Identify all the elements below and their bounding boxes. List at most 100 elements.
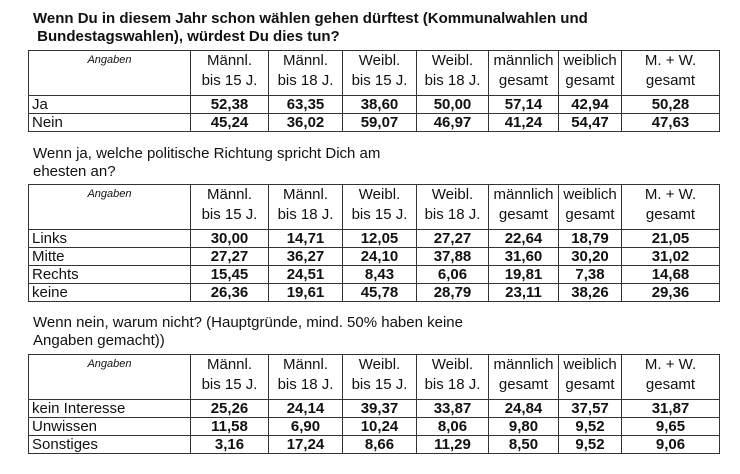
column-header: Weibl. bis 15 J.: [342, 50, 417, 96]
column-header: männlich gesamt: [488, 354, 559, 400]
column-header-line: gesamt: [565, 206, 615, 223]
cell-value: 6,06: [416, 265, 489, 284]
cell-value: 37,57: [558, 399, 622, 418]
column-header-line: Männl.: [282, 52, 329, 69]
column-header-line: Männl.: [206, 52, 253, 69]
column-header-line: M. + W.: [644, 356, 697, 373]
column-header: Männl. bis 18 J.: [268, 50, 343, 96]
column-header: Weibl. bis 18 J.: [416, 50, 489, 96]
column-header-line: gesamt: [645, 72, 696, 89]
column-header-line: M. + W.: [644, 186, 697, 203]
cell-value: 37,88: [416, 247, 489, 266]
column-header-line: Männl.: [206, 186, 253, 203]
column-header-line: Weibl.: [358, 186, 401, 203]
table-row: Mitte 27,27 36,27 24,10 37,88 31,60 30,20 31,02: [28, 247, 720, 266]
column-header: Angaben: [28, 50, 191, 96]
cell-value: 46,97: [416, 113, 489, 132]
cell-value: 45,24: [190, 113, 269, 132]
column-header-line: bis 18 J.: [424, 206, 481, 223]
title-line: Wenn Du in diesem Jahr schon wählen gehe…: [33, 10, 588, 27]
column-header-line: gesamt: [565, 72, 615, 89]
column-header-line: bis 18 J.: [424, 72, 481, 89]
column-header-line: gesamt: [645, 376, 696, 393]
column-header-line: M. + W.: [644, 52, 697, 69]
section-1-title: Wenn Du in diesem Jahr schon wählen gehe…: [33, 10, 588, 46]
cell-value: 36,27: [268, 247, 343, 266]
cell-value: 19,61: [268, 283, 343, 302]
cell-value: 21,05: [621, 229, 720, 248]
column-header: weiblich gesamt: [558, 354, 622, 400]
column-header: Männl. bis 18 J.: [268, 184, 343, 230]
column-header: Männl. bis 18 J.: [268, 354, 343, 400]
column-header-line: männlich: [493, 52, 554, 69]
column-header: Angaben: [28, 184, 191, 230]
cell-value: 11,58: [190, 417, 269, 436]
cell-value: 30,00: [190, 229, 269, 248]
table-row: Sonstiges 3,16 17,24 8,66 11,29 8,50 9,52 9,06: [28, 435, 720, 454]
table-row: Unwissen 11,58 6,90 10,24 8,06 9,80 9,52 9,65: [28, 417, 720, 436]
header-row: Angaben Männl. bis 15 J. Männl. bis 18 J. Wei…: [28, 354, 720, 400]
column-header: weiblich gesamt: [558, 184, 622, 230]
column-header-line: männlich: [493, 356, 554, 373]
cell-value: 9,52: [558, 417, 622, 436]
header-row: Angaben Männl. bis 15 J. Männl. bis 18 J. Wei…: [28, 50, 720, 96]
cell-value: 9,80: [488, 417, 559, 436]
column-header-line: männlich: [493, 186, 554, 203]
cell-value: 25,26: [190, 399, 269, 418]
row-label: Rechts: [28, 265, 191, 284]
column-header-line: bis 18 J.: [424, 376, 481, 393]
table-row: Ja 52,38 63,35 38,60 50,00 57,14 42,94 50,28: [28, 95, 720, 114]
column-header-line: bis 18 J.: [277, 72, 334, 89]
column-header-line: bis 15 J.: [201, 206, 258, 223]
column-header: weiblich gesamt: [558, 50, 622, 96]
column-header-line: Weibl.: [358, 356, 401, 373]
column-header-line: bis 15 J.: [351, 376, 408, 393]
table-row: keine 26,36 19,61 45,78 28,79 23,11 38,26 29,36: [28, 283, 720, 302]
row-label: kein Interesse: [28, 399, 191, 418]
cell-value: 50,00: [416, 95, 489, 114]
title-line: Wenn ja, welche politische Richtung spri…: [33, 145, 381, 162]
cell-value: 38,26: [558, 283, 622, 302]
column-header-line: Männl.: [282, 356, 329, 373]
cell-value: 24,10: [342, 247, 417, 266]
cell-value: 27,27: [416, 229, 489, 248]
cell-value: 54,47: [558, 113, 622, 132]
column-header-line: Weibl.: [358, 52, 401, 69]
column-header-line: Weibl.: [431, 356, 474, 373]
cell-value: 9,65: [621, 417, 720, 436]
cell-value: 63,35: [268, 95, 343, 114]
table-gruende: Angaben Männl. bis 15 J. Männl. bis 18 J. Wei…: [28, 354, 720, 454]
cell-value: 22,64: [488, 229, 559, 248]
column-header: männlich gesamt: [488, 50, 559, 96]
cell-value: 28,79: [416, 283, 489, 302]
cell-value: 26,36: [190, 283, 269, 302]
cell-value: 7,38: [558, 265, 622, 284]
title-line: Angaben gemacht)): [33, 332, 165, 349]
cell-value: 14,68: [621, 265, 720, 284]
column-header-line: bis 15 J.: [351, 206, 408, 223]
column-header-line: bis 15 J.: [201, 72, 258, 89]
column-header: Männl. bis 15 J.: [190, 50, 269, 96]
cell-value: 18,79: [558, 229, 622, 248]
cell-value: 33,87: [416, 399, 489, 418]
column-header-line: weiblich: [563, 186, 617, 203]
cell-value: 31,02: [621, 247, 720, 266]
column-header: Weibl. bis 15 J.: [342, 354, 417, 400]
cell-value: 41,24: [488, 113, 559, 132]
cell-value: 24,84: [488, 399, 559, 418]
title-line: Bundestagswahlen), würdest Du dies tun?: [33, 28, 340, 45]
column-header-line: gesamt: [498, 206, 549, 223]
column-header-line: gesamt: [565, 376, 615, 393]
column-header-line: gesamt: [498, 72, 549, 89]
column-header: Angaben: [28, 354, 191, 400]
cell-value: 17,24: [268, 435, 343, 454]
cell-value: 24,14: [268, 399, 343, 418]
row-label: Sonstiges: [28, 435, 191, 454]
column-header-line: bis 18 J.: [277, 206, 334, 223]
cell-value: 50,28: [621, 95, 720, 114]
row-label: Mitte: [28, 247, 191, 266]
cell-value: 31,87: [621, 399, 720, 418]
table-row: Rechts 15,45 24,51 8,43 6,06 19,81 7,38 14,68: [28, 265, 720, 284]
table-row: Links 30,00 14,71 12,05 27,27 22,64 18,79 21,05: [28, 229, 720, 248]
cell-value: 45,78: [342, 283, 417, 302]
